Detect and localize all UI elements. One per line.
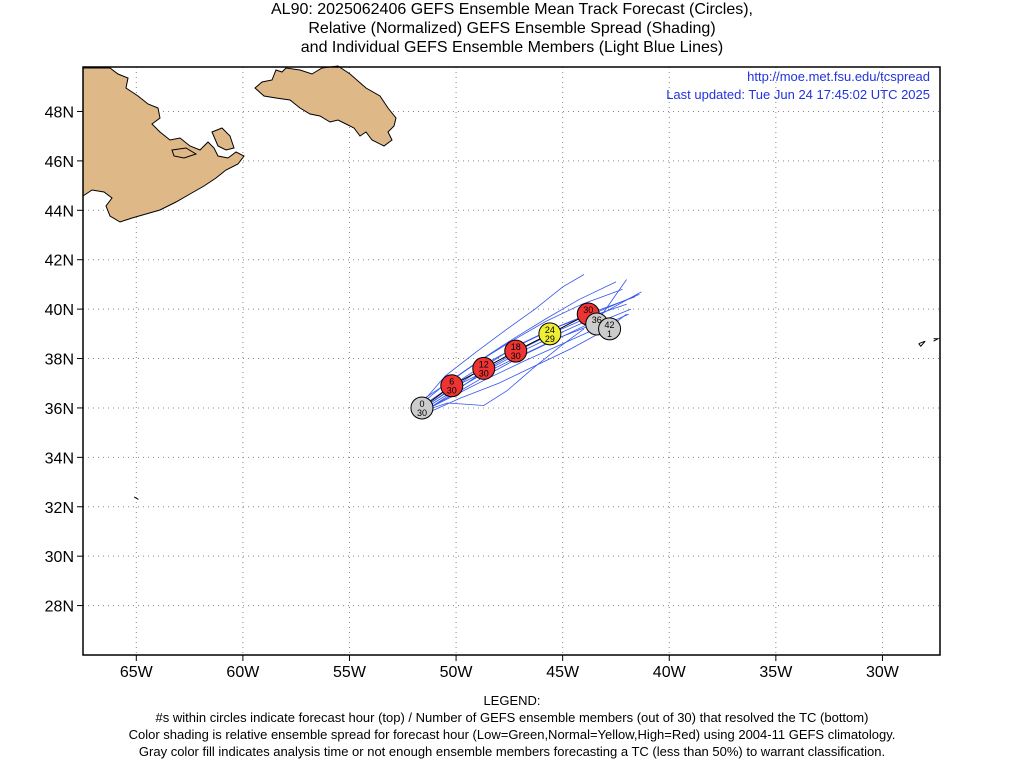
lat-tick-label: 44N — [45, 203, 74, 220]
source-url[interactable]: http://moe.met.fsu.edu/tcspread — [747, 69, 930, 84]
lon-tick-label: 50W — [440, 664, 474, 681]
lat-tick-label: 34N — [45, 450, 74, 467]
legend-heading: LEGEND: — [483, 693, 541, 708]
lat-tick-label: 36N — [45, 401, 74, 418]
member-count: 30 — [479, 368, 489, 378]
title-line-2: Relative (Normalized) GEFS Ensemble Spre… — [308, 20, 716, 37]
forecast-circle — [472, 356, 496, 380]
lat-tick-label: 46N — [45, 154, 74, 171]
lat-tick-label: 30N — [45, 549, 74, 566]
map-frame — [82, 66, 941, 656]
forecast-hour: 6 — [449, 377, 454, 387]
forecast-circle — [504, 339, 528, 363]
forecast-hour: 42 — [605, 320, 615, 330]
forecast-circle — [538, 322, 562, 346]
legend-line-3: Gray color fill indicates analysis time … — [138, 744, 886, 759]
member-track-line — [417, 328, 585, 414]
legend-line-1: #s within circles indicate forecast hour… — [155, 710, 869, 725]
lon-tick-label: 45W — [546, 664, 580, 681]
last-updated: Last updated: Tue Jun 24 17:45:02 UTC 20… — [666, 87, 930, 102]
legend: LEGEND: #s within circles indicate forec… — [0, 692, 1024, 760]
member-count: 30 — [511, 351, 521, 361]
forecast-circle — [598, 317, 622, 341]
lon-tick-label: 60W — [226, 664, 260, 681]
member-count: 1 — [607, 329, 612, 339]
lat-tick-label: 48N — [45, 104, 74, 121]
lon-tick-label: 30W — [866, 664, 900, 681]
legend-line-2: Color shading is relative ensemble sprea… — [128, 727, 896, 742]
member-count: 30 — [417, 408, 427, 418]
forecast-hour: 12 — [479, 359, 489, 369]
nova-scotia-land — [82, 67, 245, 223]
forecast-hour: 0 — [419, 399, 424, 409]
forecast-circle — [440, 374, 464, 398]
island-outline — [933, 338, 940, 342]
lat-tick-label: 40N — [45, 302, 74, 319]
forecast-point: 421 — [598, 317, 622, 341]
island-outline — [918, 340, 926, 347]
lon-tick-label: 40W — [653, 664, 687, 681]
forecast-hour: 18 — [511, 342, 521, 352]
lon-tick-label: 35W — [759, 664, 793, 681]
lat-tick-label: 38N — [45, 352, 74, 369]
pei-land — [171, 147, 198, 159]
grid — [83, 67, 940, 655]
forecast-hour: 30 — [583, 305, 593, 315]
member-count: 30 — [447, 386, 457, 396]
forecast-point: 030 — [410, 396, 434, 420]
lon-tick-label: 55W — [333, 664, 367, 681]
coastline-land — [82, 65, 940, 500]
island-outline — [133, 496, 139, 500]
title-line-1: AL90: 2025062406 GEFS Ensemble Mean Trac… — [271, 1, 753, 18]
lat-tick-label: 32N — [45, 500, 74, 517]
lat-tick-label: 42N — [45, 253, 74, 270]
cape-breton-land — [211, 127, 235, 151]
lat-tick-label: 28N — [45, 599, 74, 616]
forecast-hour: 24 — [545, 325, 555, 335]
chart-title: AL90: 2025062406 GEFS Ensemble Mean Trac… — [0, 0, 1024, 57]
member-count: 29 — [545, 334, 555, 344]
forecast-circle — [410, 396, 434, 420]
axis-ticks: 65W 60W 55W 50W 45W 40W 35W 30W 48N 46N 44N 42N 40N 3… — [45, 104, 900, 681]
forecast-point: 630 — [440, 374, 464, 398]
title-line-3: and Individual GEFS Ensemble Members (Li… — [300, 39, 724, 56]
forecast-hour: 36 — [592, 315, 602, 325]
member-track-line — [417, 274, 585, 409]
lon-tick-label: 65W — [120, 664, 154, 681]
newfoundland-land — [254, 65, 397, 147]
